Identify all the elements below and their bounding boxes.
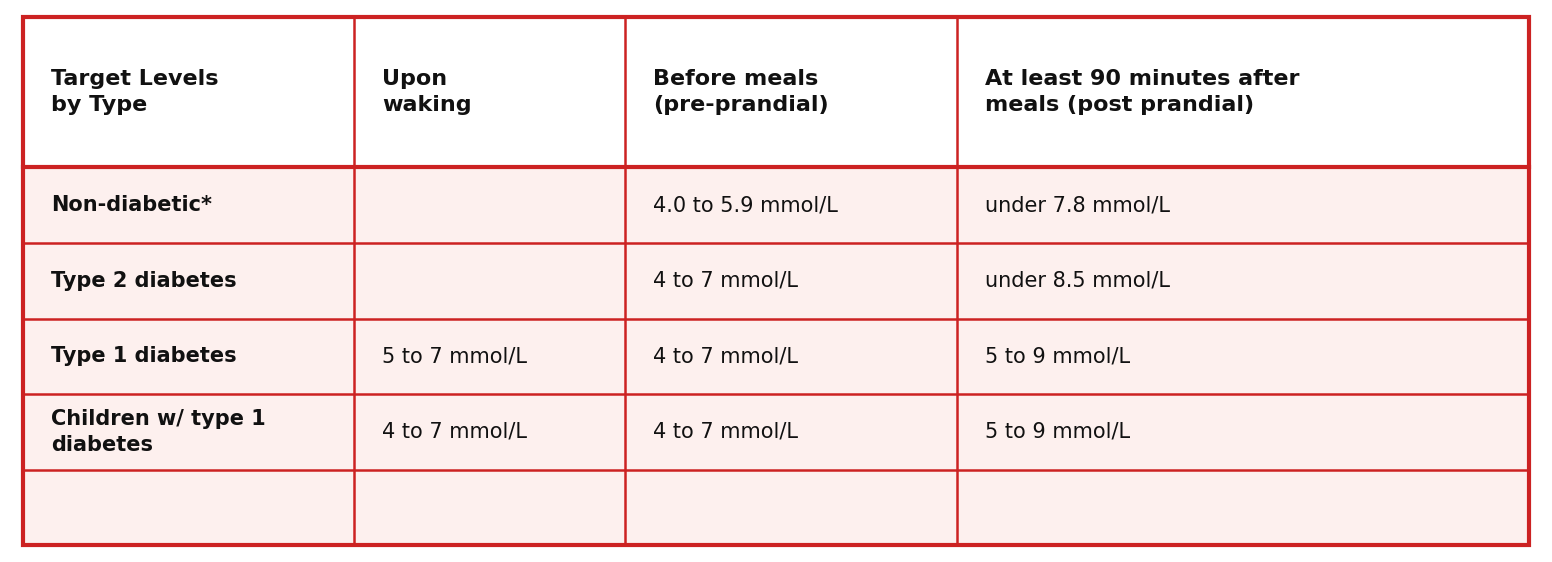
Bar	[23, 243, 354, 319]
Bar	[625, 167, 956, 243]
Text: Target Levels
by Type: Target Levels by Type	[51, 69, 219, 115]
Text: 4 to 7 mmol/L: 4 to 7 mmol/L	[653, 271, 798, 291]
Text: Before meals
(pre-prandial): Before meals (pre-prandial)	[653, 69, 829, 115]
Bar	[625, 319, 956, 394]
Text: 4 to 7 mmol/L: 4 to 7 mmol/L	[653, 422, 798, 442]
Bar	[23, 167, 354, 243]
Bar	[354, 167, 625, 243]
Text: Type 2 diabetes: Type 2 diabetes	[51, 271, 237, 291]
Bar	[354, 394, 625, 470]
Bar	[23, 394, 354, 470]
Text: Children w/ type 1
diabetes: Children w/ type 1 diabetes	[51, 409, 265, 455]
Bar	[956, 17, 1529, 167]
Bar	[23, 470, 354, 545]
Bar	[625, 394, 956, 470]
Bar	[956, 394, 1529, 470]
Text: Type 1 diabetes: Type 1 diabetes	[51, 346, 237, 366]
Text: Upon
waking: Upon waking	[382, 69, 472, 115]
Bar	[23, 17, 354, 167]
Text: 5 to 7 mmol/L: 5 to 7 mmol/L	[382, 346, 528, 366]
Bar	[956, 470, 1529, 545]
Bar	[956, 167, 1529, 243]
Bar	[354, 243, 625, 319]
Text: At least 90 minutes after
meals (post prandial): At least 90 minutes after meals (post pr…	[984, 69, 1299, 115]
Text: 4.0 to 5.9 mmol/L: 4.0 to 5.9 mmol/L	[653, 195, 838, 215]
Bar	[625, 243, 956, 319]
Text: under 7.8 mmol/L: under 7.8 mmol/L	[984, 195, 1170, 215]
Bar	[23, 319, 354, 394]
Bar	[625, 17, 956, 167]
Text: under 8.5 mmol/L: under 8.5 mmol/L	[984, 271, 1170, 291]
Bar	[956, 243, 1529, 319]
Text: 5 to 9 mmol/L: 5 to 9 mmol/L	[984, 422, 1130, 442]
Text: 4 to 7 mmol/L: 4 to 7 mmol/L	[382, 422, 528, 442]
Text: Non-diabetic*: Non-diabetic*	[51, 195, 213, 215]
Bar	[625, 470, 956, 545]
Bar	[354, 470, 625, 545]
Text: 4 to 7 mmol/L: 4 to 7 mmol/L	[653, 346, 798, 366]
Bar	[354, 319, 625, 394]
Text: 5 to 9 mmol/L: 5 to 9 mmol/L	[984, 346, 1130, 366]
Bar	[956, 319, 1529, 394]
Bar	[354, 17, 625, 167]
